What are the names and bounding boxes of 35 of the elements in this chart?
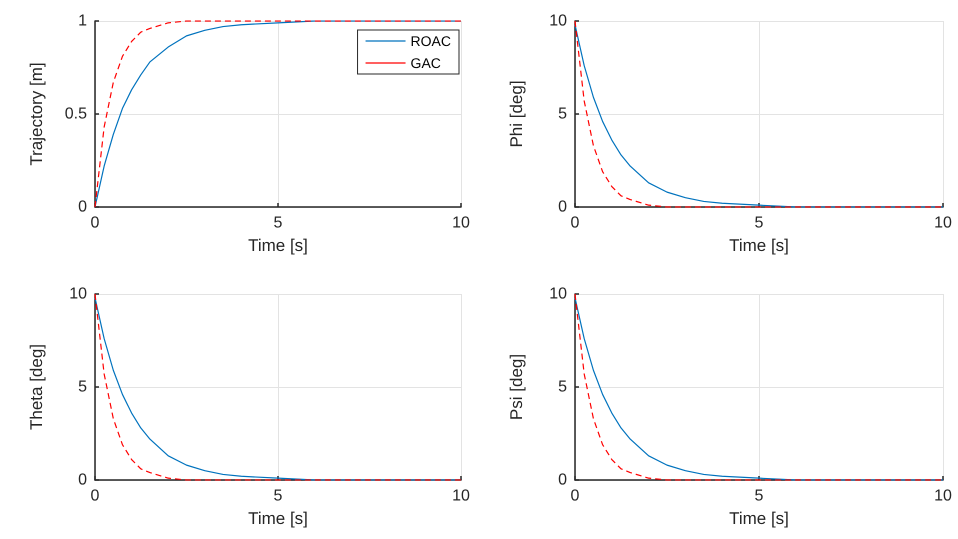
- legend-label: ROAC: [410, 33, 452, 49]
- x-tick-label: 5: [754, 488, 764, 504]
- y-tick-label: 0: [558, 472, 568, 488]
- x-tick-label: 0: [570, 488, 580, 504]
- line-series: [94, 20, 462, 208]
- x-tick-label: 10: [452, 214, 470, 232]
- x-tick-label: 10: [934, 214, 952, 232]
- y-tick-label: 10: [549, 12, 568, 30]
- y-tick-label: 1: [78, 12, 88, 30]
- x-tick-label: 5: [274, 488, 283, 504]
- y-tick-label: 0: [78, 198, 88, 216]
- x-axis-title: Time [s]: [248, 509, 308, 528]
- x-axis-title: Time [s]: [729, 236, 789, 255]
- y-tick-label: 0.5: [64, 106, 88, 122]
- y-tick-label: 5: [558, 106, 568, 122]
- y-tick-label: 10: [69, 286, 88, 302]
- x-tick-label: 5: [274, 214, 283, 232]
- y-tick-label: 0: [558, 198, 568, 216]
- y-axis-title: Phi [deg]: [507, 80, 526, 148]
- y-axis-title: Theta [deg]: [27, 344, 46, 430]
- x-tick-label: 0: [90, 488, 100, 504]
- y-axis-title: Trajectory [m]: [27, 62, 46, 166]
- x-axis-title: Time [s]: [248, 236, 308, 255]
- y-axis-title: Psi [deg]: [507, 354, 526, 420]
- y-tick-label: 5: [78, 378, 88, 396]
- x-tick-label: 0: [90, 214, 100, 232]
- x-tick-label: 10: [934, 488, 952, 504]
- legend-label: GAC: [410, 55, 441, 71]
- y-tick-label: 0: [78, 472, 88, 488]
- y-tick-label: 5: [558, 378, 568, 396]
- x-tick-label: 5: [754, 214, 764, 232]
- x-tick-label: 0: [570, 214, 580, 232]
- x-tick-label: 10: [452, 488, 470, 504]
- x-axis-title: Time [s]: [729, 509, 789, 528]
- y-tick-label: 10: [549, 286, 568, 302]
